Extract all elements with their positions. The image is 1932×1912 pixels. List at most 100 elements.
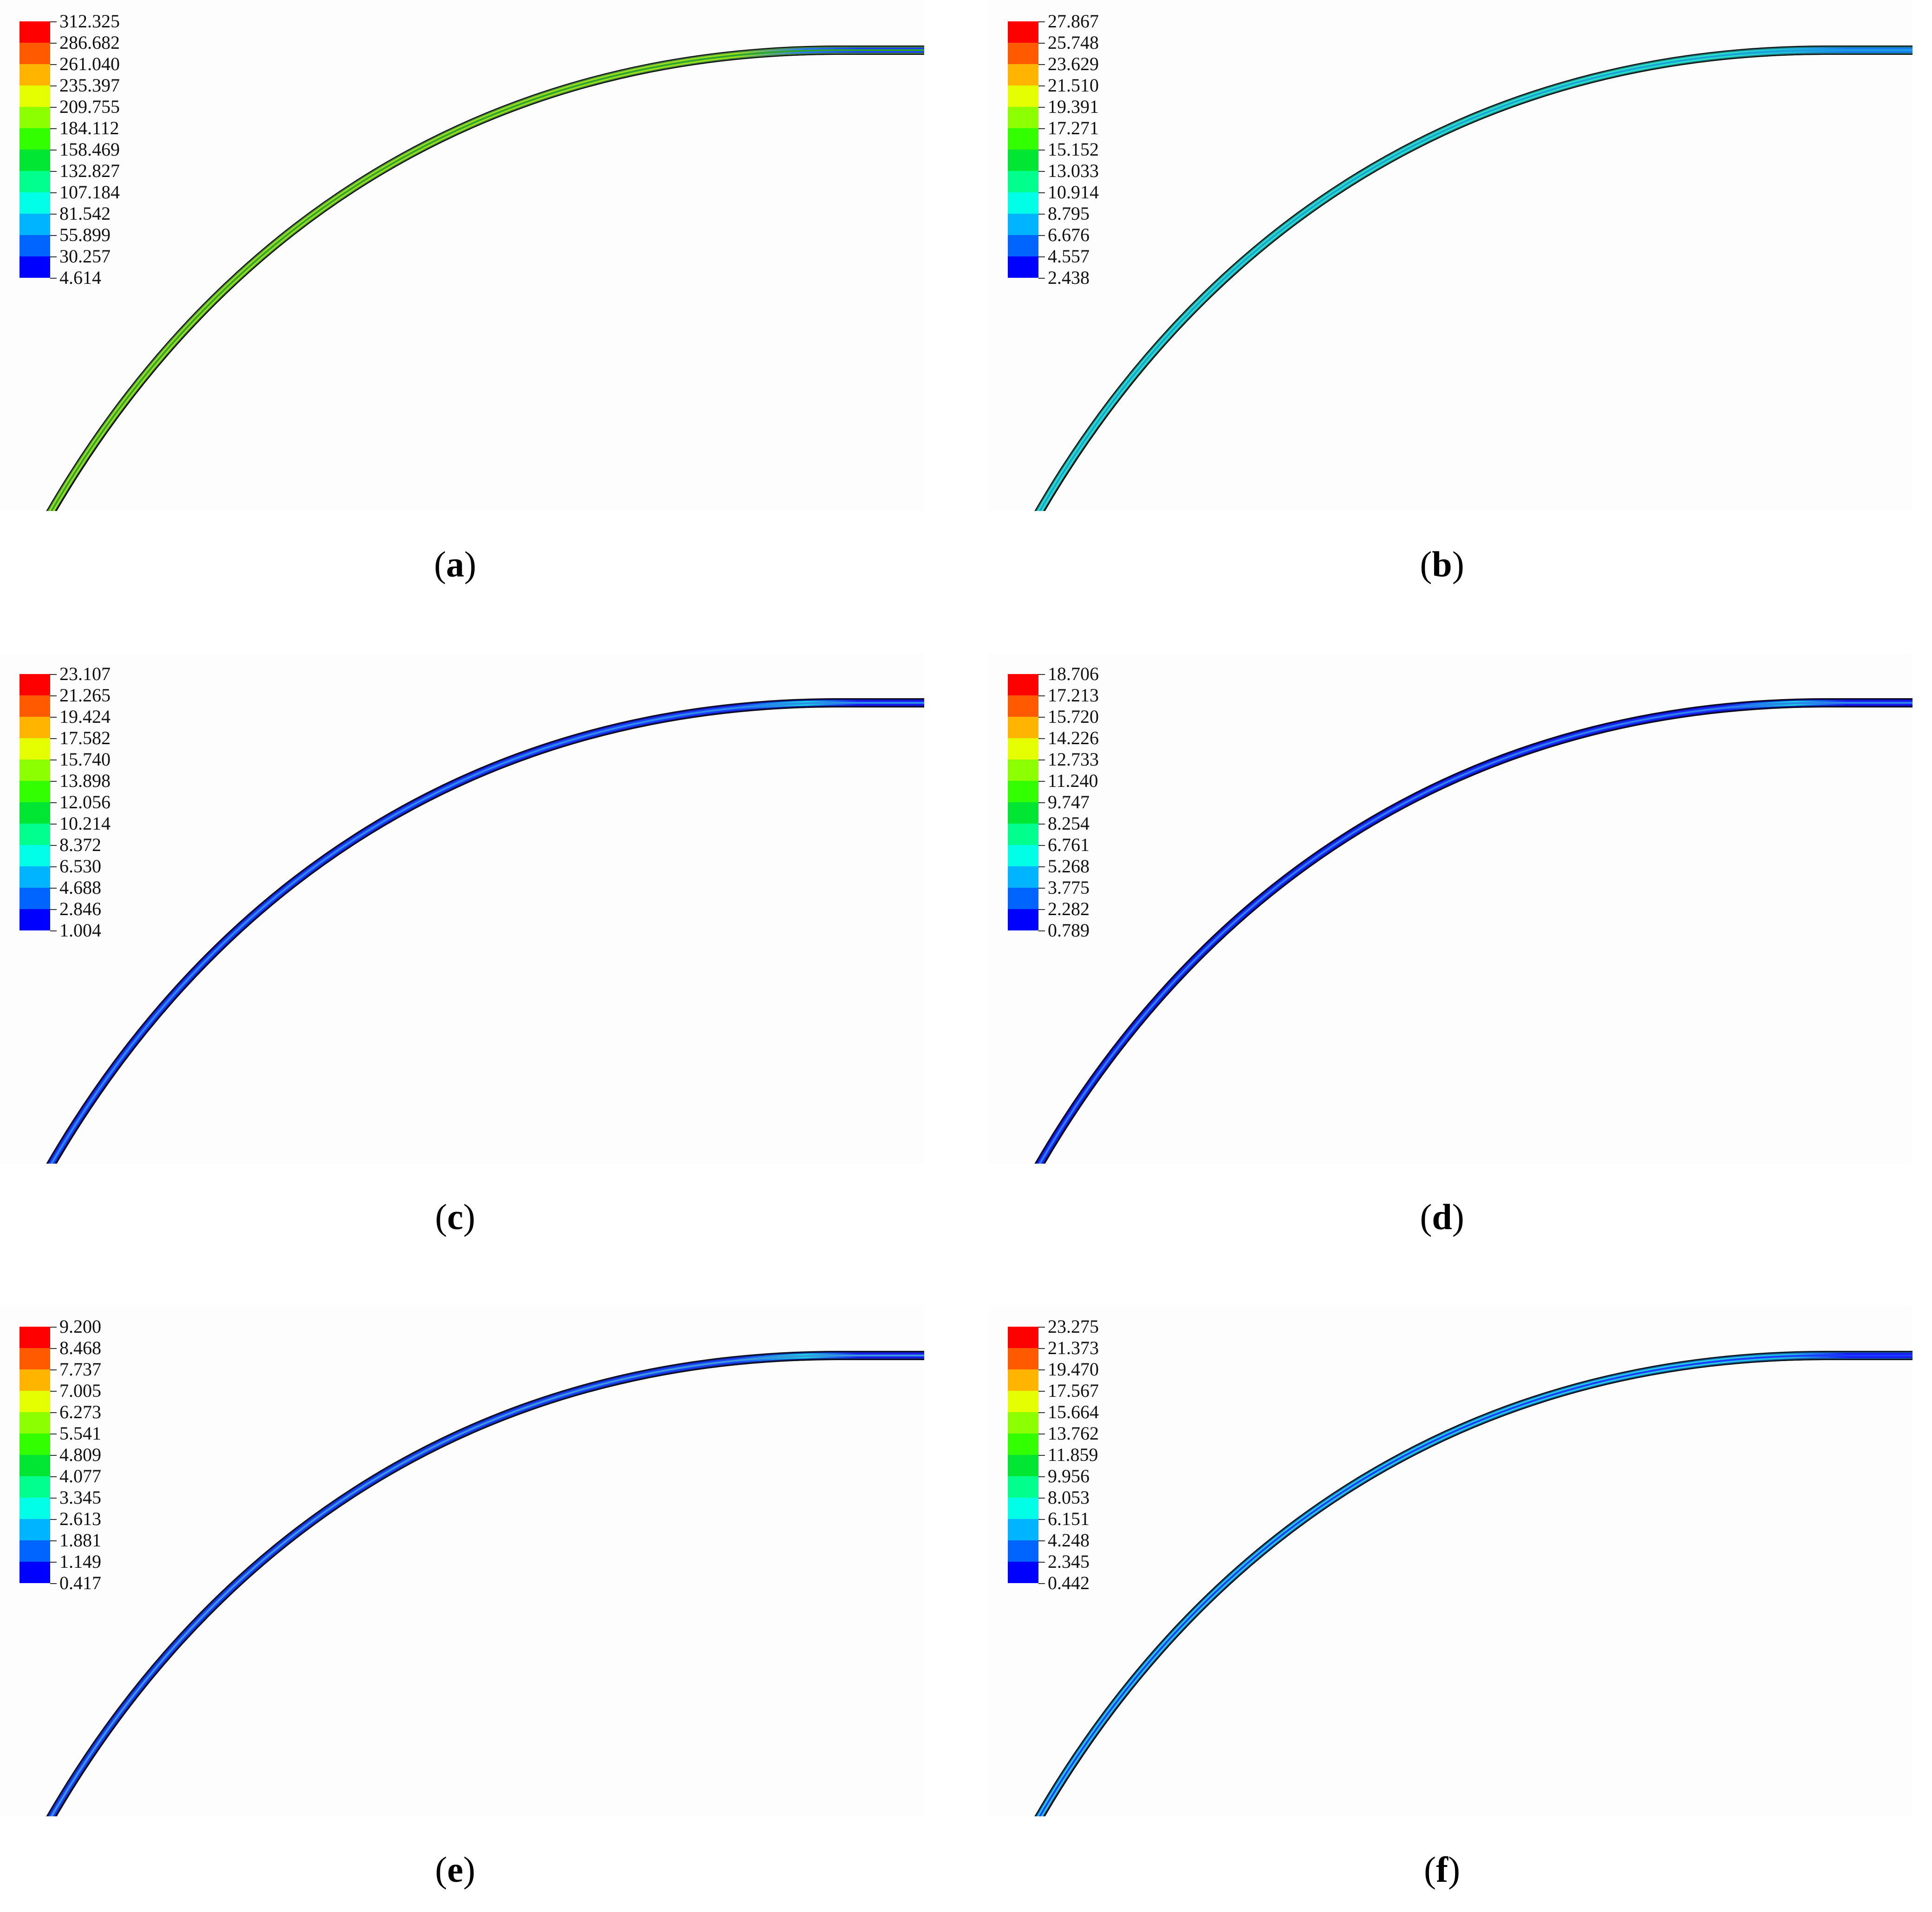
legend-value: 2.282 xyxy=(1048,898,1090,919)
legend-swatch xyxy=(1008,909,1038,930)
legend-value: 4.809 xyxy=(59,1444,101,1465)
legend-tick xyxy=(1038,1583,1045,1584)
legend-swatch xyxy=(1008,64,1038,85)
legend-swatch xyxy=(1008,824,1038,845)
legend-value: 19.424 xyxy=(59,706,111,727)
arch-contour-c xyxy=(46,698,924,1164)
legend-swatch xyxy=(20,1391,50,1412)
contour-panel-a: 312.325 286.682 261.040 235.397 209.755 184.1… xyxy=(0,0,924,511)
legend-tick xyxy=(50,1562,57,1563)
legend-tick xyxy=(1038,1562,1045,1563)
legend-tick xyxy=(1038,1540,1045,1541)
arch-mid-layer xyxy=(1037,700,1912,1164)
legend-value: 9.956 xyxy=(1048,1466,1090,1486)
legend-tick xyxy=(1038,235,1045,236)
arch-mid-layer xyxy=(48,47,924,511)
legend-tick xyxy=(1038,85,1045,86)
legend-tick xyxy=(1038,256,1045,257)
legend-value: 1.004 xyxy=(59,920,101,941)
legend-value: 17.582 xyxy=(59,727,111,748)
contour-panel-c: 23.107 21.265 19.424 17.582 15.740 13.898 12.0… xyxy=(0,653,924,1164)
legend-value: 0.789 xyxy=(1048,920,1090,941)
legend-value: 6.676 xyxy=(1048,224,1090,245)
arch-inner-edge xyxy=(1043,54,1912,511)
legend-swatch xyxy=(20,235,50,256)
legend-tick xyxy=(50,695,57,696)
legend-tick xyxy=(50,781,57,782)
legend-tick xyxy=(1038,1348,1045,1349)
legend-tick xyxy=(1038,1327,1045,1328)
legend-tick xyxy=(50,1327,57,1328)
legend-value: 55.899 xyxy=(59,224,111,245)
legend-tick xyxy=(1038,1519,1045,1520)
legend-tick xyxy=(50,1412,57,1413)
legend-value: 18.706 xyxy=(1048,663,1099,684)
legend-tick xyxy=(50,824,57,825)
legend-swatch xyxy=(20,150,50,171)
legend-swatch xyxy=(20,1540,50,1562)
legend-swatch xyxy=(20,1498,50,1519)
legend-value: 6.273 xyxy=(59,1401,101,1422)
legend-swatch xyxy=(1008,1540,1038,1562)
caption-b: (b) xyxy=(1420,544,1464,584)
legend-swatch xyxy=(20,845,50,866)
arch-inner-layer xyxy=(1038,702,1912,1164)
legend-value: 235.397 xyxy=(59,75,120,96)
legend-value: 13.033 xyxy=(1048,160,1099,181)
arch-contour-b xyxy=(1034,46,1912,511)
legend-tick xyxy=(1038,64,1045,65)
legend-swatch xyxy=(1008,802,1038,824)
arch-contour-d xyxy=(1034,698,1912,1164)
legend-value: 19.391 xyxy=(1048,96,1099,117)
legend-tick xyxy=(1038,802,1045,803)
legend-tick xyxy=(50,738,57,739)
legend-swatch xyxy=(20,1519,50,1540)
arch-contour-e xyxy=(46,1351,924,1816)
legend-tick xyxy=(50,150,57,151)
legend-swatch xyxy=(1008,1519,1038,1540)
legend-tick xyxy=(1038,866,1045,867)
legend-swatch xyxy=(20,1455,50,1476)
legend-swatch xyxy=(20,781,50,802)
legend-value: 13.898 xyxy=(59,770,111,791)
legend-value: 6.530 xyxy=(59,856,101,877)
legend-tick xyxy=(1038,888,1045,889)
legend-value: 158.469 xyxy=(59,139,120,160)
contour-panel-f: 23.275 21.373 19.470 17.567 15.664 13.762 11.8… xyxy=(988,1305,1912,1816)
legend-swatch xyxy=(1008,150,1038,171)
legend-tick xyxy=(50,1540,57,1541)
arch-inner-edge xyxy=(1043,707,1912,1164)
legend-tick xyxy=(50,717,57,718)
arch-inner-edge xyxy=(55,54,924,511)
legend-value: 19.470 xyxy=(1048,1359,1099,1380)
legend-tick xyxy=(1038,781,1045,782)
arch-inner-layer xyxy=(50,702,924,1164)
legend-swatch xyxy=(1008,717,1038,738)
legend-tick xyxy=(50,192,57,193)
legend-tick xyxy=(50,1476,57,1477)
legend-swatch xyxy=(20,21,50,43)
legend-value: 5.268 xyxy=(1048,856,1090,877)
legend-value: 4.557 xyxy=(1048,246,1090,267)
legend-value: 23.107 xyxy=(59,663,111,684)
legend-swatch xyxy=(1008,674,1038,695)
legend-tick xyxy=(50,235,57,236)
caption-d: (d) xyxy=(1420,1197,1464,1237)
legend-swatch xyxy=(1008,1455,1038,1476)
legend-tick xyxy=(50,64,57,65)
legend-value: 15.740 xyxy=(59,749,111,770)
legend-swatch xyxy=(1008,1348,1038,1369)
legend-value: 12.733 xyxy=(1048,749,1099,770)
legend-swatch xyxy=(1008,107,1038,128)
legend-swatch xyxy=(20,192,50,214)
legend-swatch xyxy=(1008,738,1038,760)
legend-tick xyxy=(50,278,57,279)
legend-value: 9.747 xyxy=(1048,792,1090,812)
legend-tick xyxy=(50,256,57,257)
legend-value: 1.149 xyxy=(59,1551,101,1572)
legend-tick xyxy=(50,21,57,22)
legend-tick xyxy=(1038,1369,1045,1370)
legend-tick xyxy=(50,43,57,44)
legend-swatch xyxy=(20,802,50,824)
legend-swatch xyxy=(20,695,50,717)
